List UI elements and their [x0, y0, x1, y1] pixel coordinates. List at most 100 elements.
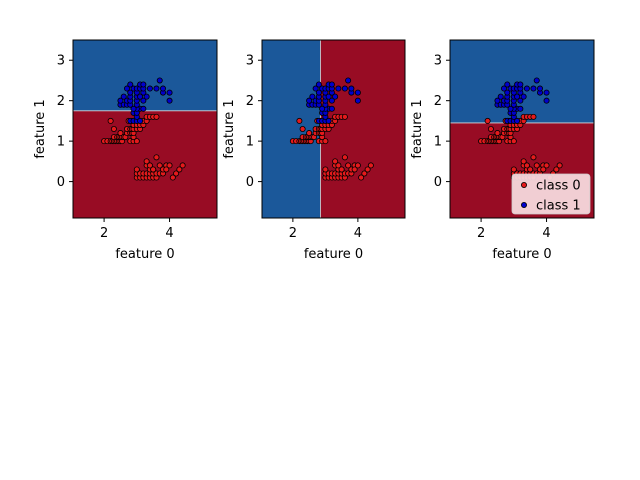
y-axis-label: feature 1 — [33, 99, 48, 158]
point-class-0 — [338, 166, 345, 173]
point-class-1 — [130, 105, 137, 112]
point-class-0 — [143, 158, 150, 165]
point-class-0 — [520, 158, 527, 165]
point-class-1 — [159, 85, 166, 92]
x-tick-label: 2 — [100, 226, 108, 241]
point-class-1 — [514, 117, 521, 124]
subplot-3: 2 4 0 1 2 3 feature 0 feature 1 class 0 class 1 — [410, 39, 595, 262]
x-axis-label: feature 0 — [115, 247, 174, 262]
point-class-1 — [335, 85, 342, 92]
point-class-1 — [523, 85, 530, 92]
y-tick-label: 3 — [434, 54, 442, 69]
point-class-0 — [173, 170, 180, 177]
y-tick-label: 2 — [434, 94, 442, 109]
point-class-1 — [153, 85, 160, 92]
point-class-0 — [169, 174, 176, 181]
point-class-1 — [517, 105, 524, 112]
point-class-0 — [530, 113, 537, 120]
region-class-1 — [262, 40, 321, 218]
region-class-0 — [320, 40, 405, 218]
point-class-1 — [325, 93, 332, 100]
point-class-0 — [487, 126, 494, 133]
point-class-1 — [140, 81, 147, 88]
point-class-0 — [156, 162, 163, 169]
point-class-1 — [543, 89, 550, 96]
point-class-0 — [364, 166, 371, 173]
point-class-1 — [504, 89, 511, 96]
point-class-1 — [354, 89, 361, 96]
point-class-1 — [341, 85, 348, 92]
point-class-0 — [110, 126, 117, 133]
point-class-0 — [361, 170, 368, 177]
x-tick-label: 4 — [165, 226, 173, 241]
point-class-1 — [120, 93, 127, 100]
x-tick-label: 4 — [542, 226, 550, 241]
point-class-1 — [143, 93, 150, 100]
point-class-0 — [510, 166, 517, 173]
y-tick-label: 2 — [246, 94, 254, 109]
point-class-0 — [163, 166, 170, 173]
point-class-1 — [537, 85, 544, 92]
point-class-0 — [322, 166, 329, 173]
point-class-1 — [514, 93, 521, 100]
point-class-1 — [517, 97, 524, 104]
subplot-2: 2 4 0 1 2 3 feature 0 feature 1 — [222, 39, 406, 262]
point-class-1 — [117, 97, 124, 104]
point-class-1 — [517, 81, 524, 88]
y-tick-label: 1 — [57, 135, 65, 150]
point-class-0 — [351, 166, 358, 173]
axes-frame — [449, 39, 595, 219]
point-class-1 — [315, 81, 322, 88]
point-class-1 — [354, 97, 361, 104]
decision-regions — [262, 40, 405, 218]
data-points — [101, 77, 186, 181]
y-tick-label: 2 — [57, 94, 65, 109]
point-class-0 — [107, 117, 114, 124]
point-class-0 — [166, 162, 173, 169]
point-class-0 — [322, 138, 329, 145]
point-class-0 — [527, 166, 534, 173]
point-class-0 — [117, 130, 124, 137]
point-class-1 — [312, 85, 319, 92]
y-axis-label: feature 1 — [410, 99, 425, 158]
point-class-0 — [341, 113, 348, 120]
point-class-0 — [335, 162, 342, 169]
point-class-0 — [533, 162, 540, 169]
point-class-0 — [367, 162, 374, 169]
point-class-1 — [127, 81, 134, 88]
point-class-0 — [176, 166, 183, 173]
y-tick-label: 3 — [57, 54, 65, 69]
point-class-0 — [523, 162, 530, 169]
point-class-1 — [306, 97, 313, 104]
point-class-0 — [296, 117, 303, 124]
point-class-0 — [540, 166, 547, 173]
point-class-0 — [556, 162, 563, 169]
x-axis-label: feature 0 — [492, 247, 551, 262]
point-class-1 — [500, 85, 507, 92]
point-class-0 — [354, 162, 361, 169]
point-class-1 — [504, 81, 511, 88]
x-tick-label: 2 — [289, 226, 297, 241]
point-class-0 — [543, 162, 550, 169]
point-class-0 — [358, 174, 365, 181]
point-class-1 — [140, 97, 147, 104]
point-class-1 — [328, 105, 335, 112]
point-class-1 — [309, 93, 316, 100]
point-class-0 — [306, 130, 313, 137]
y-tick-label: 0 — [57, 175, 65, 190]
point-class-0 — [153, 113, 160, 120]
y-tick-label: 0 — [434, 175, 442, 190]
point-class-1 — [328, 81, 335, 88]
point-class-0 — [150, 166, 157, 173]
point-class-1 — [319, 105, 326, 112]
point-class-1 — [140, 105, 147, 112]
point-class-1 — [533, 77, 540, 84]
point-class-1 — [543, 97, 550, 104]
axes-frame — [261, 39, 406, 219]
x-tick-label: 2 — [477, 226, 485, 241]
legend-box — [511, 173, 591, 215]
point-class-1 — [332, 93, 339, 100]
point-class-0 — [553, 166, 560, 173]
point-class-0 — [530, 154, 537, 161]
point-class-1 — [328, 97, 335, 104]
